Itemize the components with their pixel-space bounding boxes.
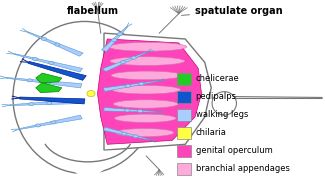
Ellipse shape xyxy=(46,102,52,105)
Ellipse shape xyxy=(133,135,138,138)
Ellipse shape xyxy=(121,61,126,64)
Polygon shape xyxy=(104,107,156,112)
Ellipse shape xyxy=(212,92,237,115)
Ellipse shape xyxy=(112,85,180,94)
Ellipse shape xyxy=(125,109,130,112)
Text: spatulate organ: spatulate organ xyxy=(182,6,283,16)
Ellipse shape xyxy=(41,37,46,41)
Polygon shape xyxy=(36,73,62,83)
Text: flabellum: flabellum xyxy=(67,6,119,16)
Ellipse shape xyxy=(13,21,156,174)
Ellipse shape xyxy=(111,71,183,80)
Ellipse shape xyxy=(114,114,176,122)
Ellipse shape xyxy=(55,43,60,46)
Polygon shape xyxy=(7,78,82,88)
Ellipse shape xyxy=(115,129,174,137)
FancyBboxPatch shape xyxy=(177,73,191,85)
Ellipse shape xyxy=(122,132,127,135)
Polygon shape xyxy=(103,127,150,140)
Polygon shape xyxy=(20,97,85,104)
Ellipse shape xyxy=(117,33,123,36)
Ellipse shape xyxy=(125,84,131,87)
Ellipse shape xyxy=(110,57,185,66)
Ellipse shape xyxy=(109,43,187,51)
Ellipse shape xyxy=(27,79,32,82)
Ellipse shape xyxy=(113,100,178,108)
Ellipse shape xyxy=(139,82,144,85)
Polygon shape xyxy=(28,32,83,56)
Ellipse shape xyxy=(32,57,37,60)
Polygon shape xyxy=(15,54,83,72)
Polygon shape xyxy=(101,27,127,51)
Polygon shape xyxy=(102,52,147,72)
FancyBboxPatch shape xyxy=(177,127,191,139)
Polygon shape xyxy=(36,83,62,93)
Ellipse shape xyxy=(112,38,117,42)
Polygon shape xyxy=(104,33,211,150)
Ellipse shape xyxy=(29,102,34,105)
Ellipse shape xyxy=(131,56,136,59)
Polygon shape xyxy=(49,152,127,179)
Ellipse shape xyxy=(138,110,143,113)
Ellipse shape xyxy=(49,61,54,65)
Text: walking legs: walking legs xyxy=(196,110,248,119)
Ellipse shape xyxy=(35,124,41,127)
Polygon shape xyxy=(103,81,158,91)
Ellipse shape xyxy=(87,90,95,97)
Text: chelicerae: chelicerae xyxy=(196,74,240,83)
Ellipse shape xyxy=(46,81,51,84)
Polygon shape xyxy=(28,61,86,80)
FancyBboxPatch shape xyxy=(177,109,191,121)
Text: pedipalps: pedipalps xyxy=(196,92,237,101)
FancyBboxPatch shape xyxy=(177,145,191,157)
Text: chilaria: chilaria xyxy=(196,128,227,137)
Text: branchial appendages: branchial appendages xyxy=(196,164,290,173)
Ellipse shape xyxy=(51,121,56,124)
Polygon shape xyxy=(19,115,82,129)
Text: genital operculum: genital operculum xyxy=(196,146,272,155)
FancyBboxPatch shape xyxy=(177,163,191,175)
Polygon shape xyxy=(98,39,202,144)
FancyBboxPatch shape xyxy=(177,91,191,103)
Polygon shape xyxy=(10,99,82,105)
